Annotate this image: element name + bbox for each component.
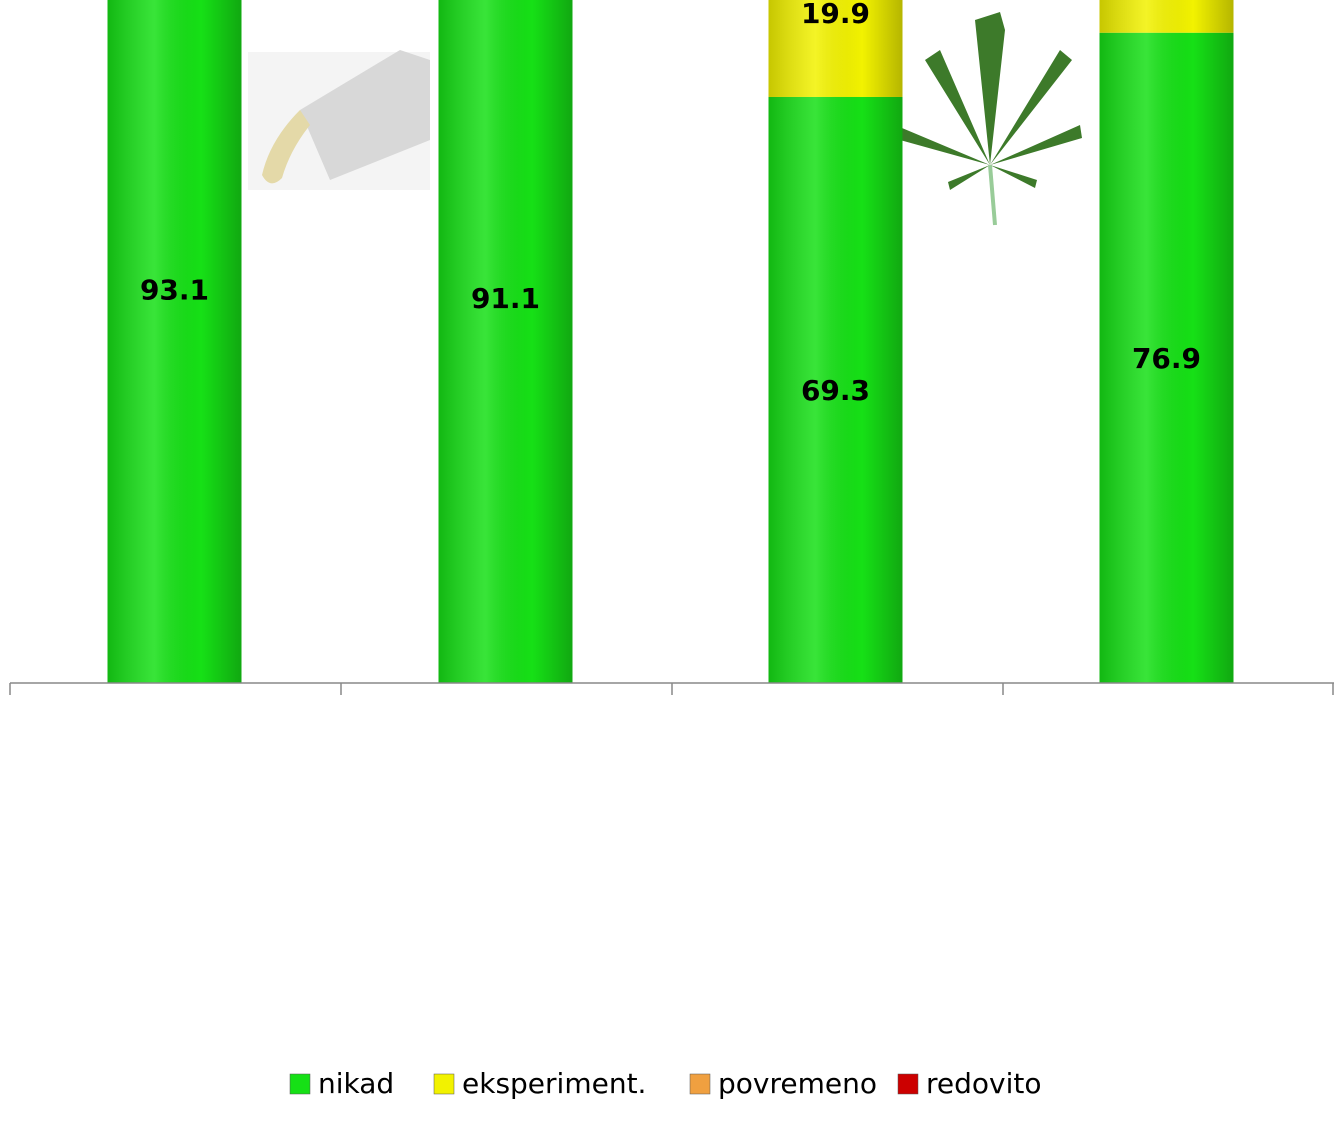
data-label: 76.9 (1132, 342, 1201, 375)
legend: nikad eksperiment. povremeno redovito (289, 1067, 1042, 1100)
legend-label: eksperiment. (462, 1067, 646, 1100)
legend-swatch (289, 1073, 311, 1095)
bar-shade (1099, 32, 1234, 684)
data-label: 19.9 (801, 0, 870, 30)
legend-label: redovito (926, 1067, 1042, 1100)
legend-swatch (897, 1073, 919, 1095)
data-label: 91.1 (471, 282, 540, 315)
legend-swatch (689, 1073, 711, 1095)
legend-label: nikad (318, 1067, 394, 1100)
bar-shade (438, 0, 573, 683)
legend-label: povremeno (718, 1067, 877, 1100)
bar-shade (768, 96, 903, 683)
glue-image (248, 50, 430, 190)
legend-swatch (433, 1073, 455, 1095)
bar-shade (107, 0, 242, 683)
glue (262, 110, 310, 184)
data-label: 69.3 (801, 374, 870, 407)
bar-shade (1099, 0, 1234, 33)
bar-shade (768, 0, 903, 97)
leaf (900, 12, 1082, 190)
tube (300, 50, 430, 180)
stem (988, 164, 997, 226)
leaf-image (900, 12, 1082, 226)
data-label: 93.1 (140, 273, 209, 306)
